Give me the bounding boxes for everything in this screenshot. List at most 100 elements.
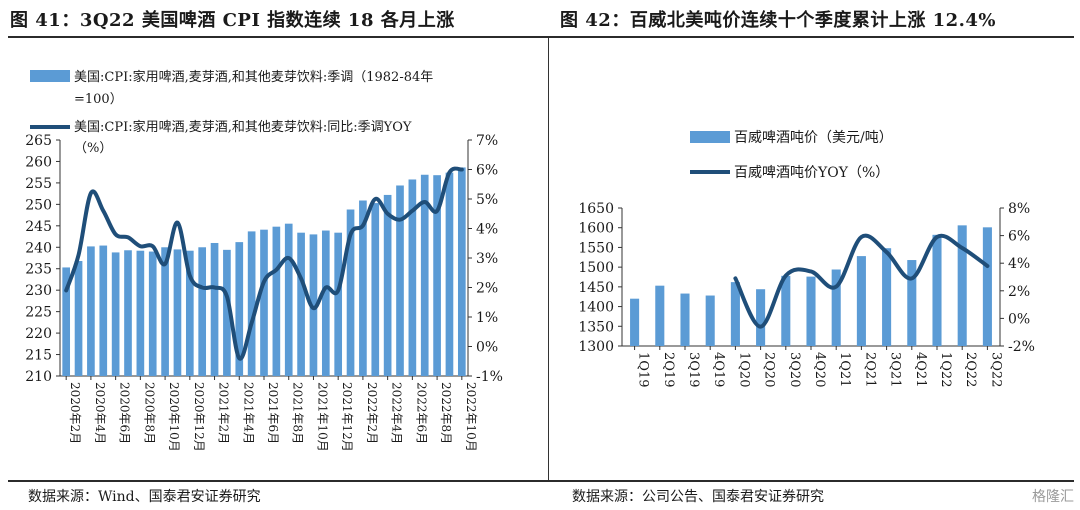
bar (756, 289, 766, 346)
x-tick-label: 2020年2月 (68, 382, 82, 444)
legend-line-label-cont: （%） (74, 141, 112, 156)
x-tick-label: 2021年2月 (217, 382, 231, 444)
x-tick-label: 2021年6月 (266, 382, 280, 444)
left-tick-label: 230 (25, 283, 52, 299)
x-tick-label: 3Q21 (888, 352, 903, 387)
bar (223, 249, 231, 376)
left-tick-label: 1650 (578, 201, 614, 217)
left-tick-label: 225 (25, 305, 52, 321)
right-tick-label: 7% (476, 133, 498, 149)
x-tick-label: 2Q19 (661, 352, 676, 387)
x-tick-label: 1Q19 (636, 352, 651, 387)
bar (907, 260, 917, 346)
left-tick-label: 260 (25, 154, 52, 170)
left-tick-label: 235 (25, 262, 52, 278)
bar (87, 246, 95, 376)
left-tick-label: 1300 (578, 339, 614, 355)
bar (359, 200, 367, 376)
bar (111, 252, 120, 376)
bar (334, 232, 343, 376)
figure-41-title: 图 41：3Q22 美国啤酒 CPI 指数连续 18 各月上涨 (10, 10, 455, 31)
left-tick-label: 1450 (578, 280, 614, 296)
legend-bar-label: 美国:CPI:家用啤酒,麦芽酒,和其他麦芽饮料:季调（1982-84年 (74, 69, 433, 85)
left-tick-label: 220 (25, 326, 52, 342)
left-tick-label: 250 (25, 197, 52, 213)
bar (408, 179, 417, 376)
x-tick-label: 3Q22 (988, 352, 1003, 387)
x-tick-label: 2020年12月 (192, 382, 206, 452)
bar (272, 226, 281, 376)
top-rule (8, 36, 1074, 38)
x-tick-label: 2020年8月 (142, 382, 156, 444)
x-tick-label: 3Q20 (787, 352, 802, 387)
bar (161, 247, 169, 376)
bar (932, 234, 942, 346)
right-tick-label: 3% (476, 251, 498, 267)
bar (297, 232, 305, 376)
left-tick-label: 1600 (578, 221, 614, 237)
bar (655, 285, 665, 346)
left-tick-label: 240 (25, 240, 52, 256)
x-tick-label: 2Q21 (862, 352, 877, 387)
bar (383, 194, 392, 376)
x-tick-label: 2022年6月 (414, 382, 428, 444)
x-tick-label: 2021年4月 (241, 382, 255, 444)
x-tick-label: 2022年2月 (365, 382, 379, 444)
right-tick-label: 5% (476, 192, 498, 208)
bar (730, 282, 740, 346)
left-tick-label: 265 (25, 133, 52, 149)
right-tick-label: 6% (476, 163, 498, 179)
bottom-rule (8, 480, 1074, 482)
bar (680, 293, 690, 346)
right-tick-label: 2% (476, 281, 498, 297)
right-tick-label: 2% (1008, 284, 1030, 300)
right-tick-label: 4% (476, 222, 498, 238)
bar (346, 209, 355, 376)
left-tick-label: 1400 (578, 300, 614, 316)
left-tick-label: 1350 (578, 319, 614, 335)
x-tick-label: 2Q22 (963, 352, 978, 387)
x-tick-label: 2022年4月 (390, 382, 404, 444)
bar (831, 269, 841, 346)
bar (705, 295, 715, 346)
bar (173, 249, 182, 376)
bar (309, 234, 318, 376)
bar (99, 245, 108, 376)
bar (136, 250, 145, 376)
x-tick-label: 2021年10月 (315, 382, 329, 452)
right-tick-label: -2% (1008, 339, 1035, 355)
x-tick-label: 2Q20 (762, 352, 777, 387)
x-tick-label: 2021年12月 (340, 382, 354, 452)
figure-42-title: 图 42：百威北美吨价连续十个季度累计上涨 12.4% (560, 10, 997, 31)
x-tick-label: 2021年8月 (291, 382, 305, 444)
bar (247, 231, 256, 376)
left-tick-label: 215 (25, 348, 52, 364)
bar (198, 247, 207, 376)
bar (62, 267, 71, 376)
x-tick-label: 2022年8月 (439, 382, 453, 444)
left-tick-label: 210 (25, 369, 52, 385)
bar (284, 223, 293, 376)
bar (957, 225, 967, 346)
x-tick-label: 1Q21 (837, 352, 852, 387)
x-tick-label: 3Q19 (686, 352, 701, 387)
bar (882, 248, 892, 346)
bar (185, 250, 194, 376)
x-tick-label: 2020年6月 (118, 382, 132, 444)
legend-bar-swatch-right (690, 131, 730, 143)
left-source-note: 数据来源：Wind、国泰君安证券研究 (28, 489, 261, 505)
bar (445, 172, 454, 376)
bar (210, 242, 219, 376)
legend-bar-label-cont: =100） (74, 92, 123, 107)
x-tick-label: 2020年10月 (167, 382, 181, 452)
right-tick-label: 8% (1008, 201, 1030, 217)
right-tick-label: 1% (476, 310, 498, 326)
bar (457, 167, 466, 376)
x-tick-label: 4Q20 (812, 352, 827, 387)
bar (260, 229, 268, 376)
right-source-note: 数据来源：公司公告、国泰君安证券研究 (572, 489, 824, 505)
legend-bar-label-right: 百威啤酒吨价（美元/吨） (734, 130, 893, 146)
bar (630, 298, 640, 346)
bar (148, 251, 157, 376)
